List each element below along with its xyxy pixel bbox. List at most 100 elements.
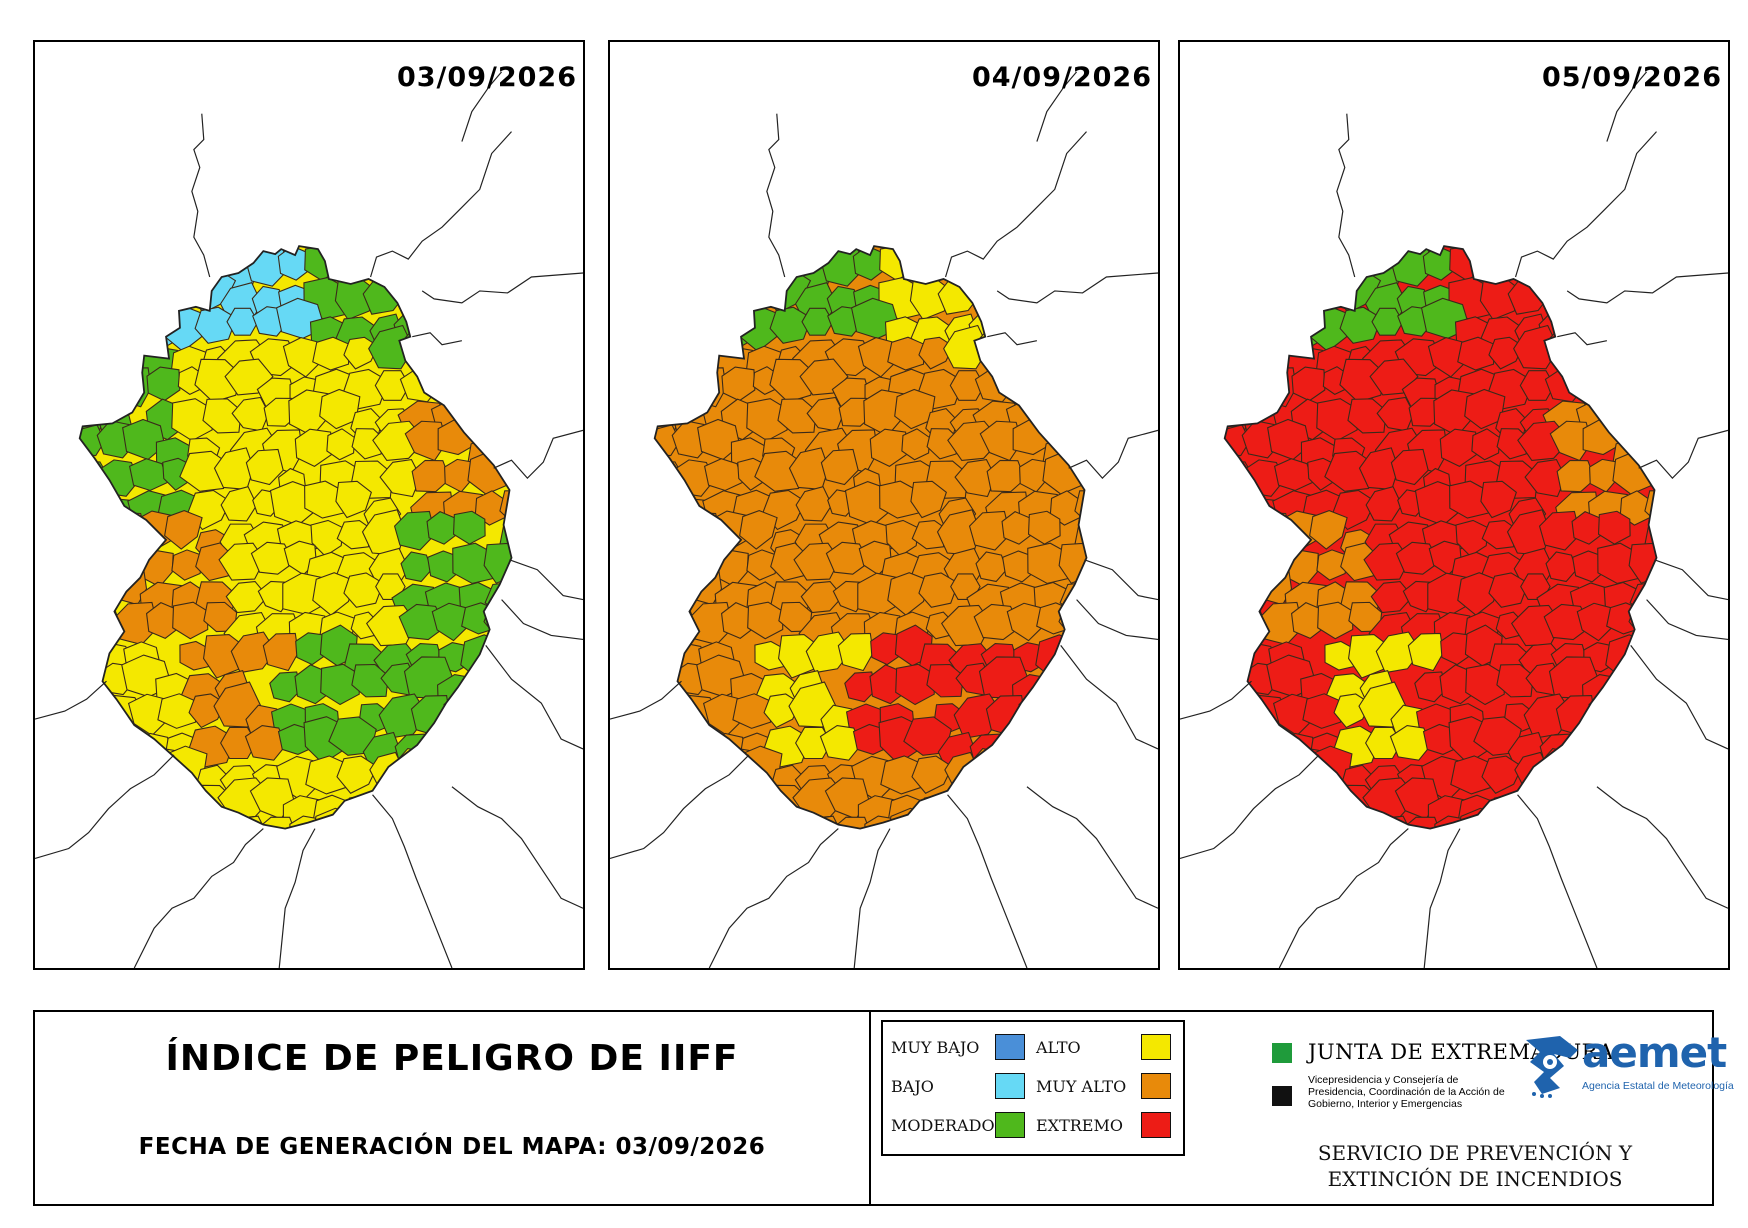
aemet-name: aemet <box>1582 1028 1727 1077</box>
municipality <box>1024 733 1052 763</box>
municipality <box>107 786 151 829</box>
municipality <box>1588 255 1624 295</box>
municipality <box>173 824 204 829</box>
legend-label: ALTO <box>1036 1038 1081 1057</box>
municipality <box>289 815 321 829</box>
municipality <box>483 307 512 340</box>
municipality <box>101 276 148 311</box>
municipality <box>1000 785 1043 821</box>
municipality <box>1524 458 1567 498</box>
municipality <box>474 693 503 725</box>
municipality <box>1073 247 1087 289</box>
municipality <box>491 398 512 436</box>
municipality <box>1066 634 1087 674</box>
municipality <box>1273 458 1314 492</box>
municipality <box>244 724 287 761</box>
municipality <box>82 569 125 608</box>
municipality <box>1224 702 1254 733</box>
municipality <box>262 632 299 672</box>
municipality <box>683 315 720 349</box>
municipality <box>1619 267 1656 309</box>
municipality <box>669 255 720 299</box>
municipality <box>312 807 360 829</box>
municipality <box>374 370 411 401</box>
municipality <box>1245 511 1293 556</box>
municipality <box>993 746 1039 790</box>
region-outline <box>653 245 1088 830</box>
municipality <box>1228 792 1265 825</box>
municipality <box>1066 686 1087 733</box>
municipality <box>1636 686 1657 733</box>
municipality <box>654 549 697 592</box>
municipality <box>1340 817 1386 829</box>
municipality <box>400 551 433 583</box>
municipality <box>654 518 692 548</box>
municipality <box>721 824 751 829</box>
map-panel-3: 05/09/2026 <box>1178 40 1730 970</box>
municipality <box>967 787 1014 827</box>
municipality <box>452 765 492 802</box>
municipality <box>746 784 778 819</box>
municipality <box>459 785 491 821</box>
municipality <box>975 551 1008 583</box>
municipality <box>1597 765 1637 802</box>
municipality <box>675 511 723 556</box>
municipality <box>943 324 990 370</box>
municipality <box>1488 807 1527 829</box>
municipality <box>736 254 772 293</box>
legend-swatch <box>1141 1112 1171 1138</box>
municipality <box>491 634 512 674</box>
municipality <box>739 274 773 306</box>
province-border <box>996 272 1158 304</box>
municipality <box>1027 765 1067 802</box>
municipality <box>985 256 1031 294</box>
municipality <box>79 734 121 773</box>
municipality <box>432 825 464 829</box>
municipality <box>1389 724 1432 761</box>
municipality <box>476 778 512 822</box>
municipality <box>903 716 952 756</box>
municipality <box>1224 246 1253 271</box>
municipality <box>393 510 436 551</box>
municipality <box>1035 398 1077 437</box>
municipality <box>805 631 852 674</box>
municipality <box>108 754 146 786</box>
municipality <box>1224 315 1267 350</box>
municipality <box>1619 254 1654 288</box>
municipality <box>1224 753 1262 790</box>
municipality <box>79 664 106 694</box>
province-border <box>421 272 583 304</box>
municipality <box>795 486 833 522</box>
municipality <box>1224 277 1264 317</box>
province-border <box>1514 131 1657 278</box>
municipality <box>1643 247 1657 289</box>
municipality <box>1228 334 1263 367</box>
map-date-1: 03/09/2026 <box>396 62 577 93</box>
municipality <box>1457 807 1505 829</box>
municipality <box>1538 510 1581 551</box>
municipality <box>864 815 896 829</box>
municipality <box>452 307 491 347</box>
municipality <box>1027 307 1066 347</box>
municipality <box>820 448 859 486</box>
municipality <box>225 580 269 614</box>
municipality <box>1365 486 1403 522</box>
region-outline <box>1223 245 1658 830</box>
municipality <box>79 277 119 317</box>
municipality <box>1577 367 1614 397</box>
municipality <box>1279 274 1315 312</box>
municipality <box>226 307 259 336</box>
municipality <box>245 448 284 486</box>
municipality <box>1643 673 1657 705</box>
province-border <box>485 645 583 750</box>
municipality <box>490 431 512 476</box>
province-border <box>1060 645 1158 750</box>
municipality <box>1224 638 1255 682</box>
province-border <box>35 680 107 720</box>
municipality <box>1563 746 1609 790</box>
province-border <box>1638 429 1728 479</box>
municipality <box>164 509 203 550</box>
municipality <box>79 480 114 516</box>
municipality <box>953 246 1001 280</box>
municipality <box>1480 246 1513 274</box>
